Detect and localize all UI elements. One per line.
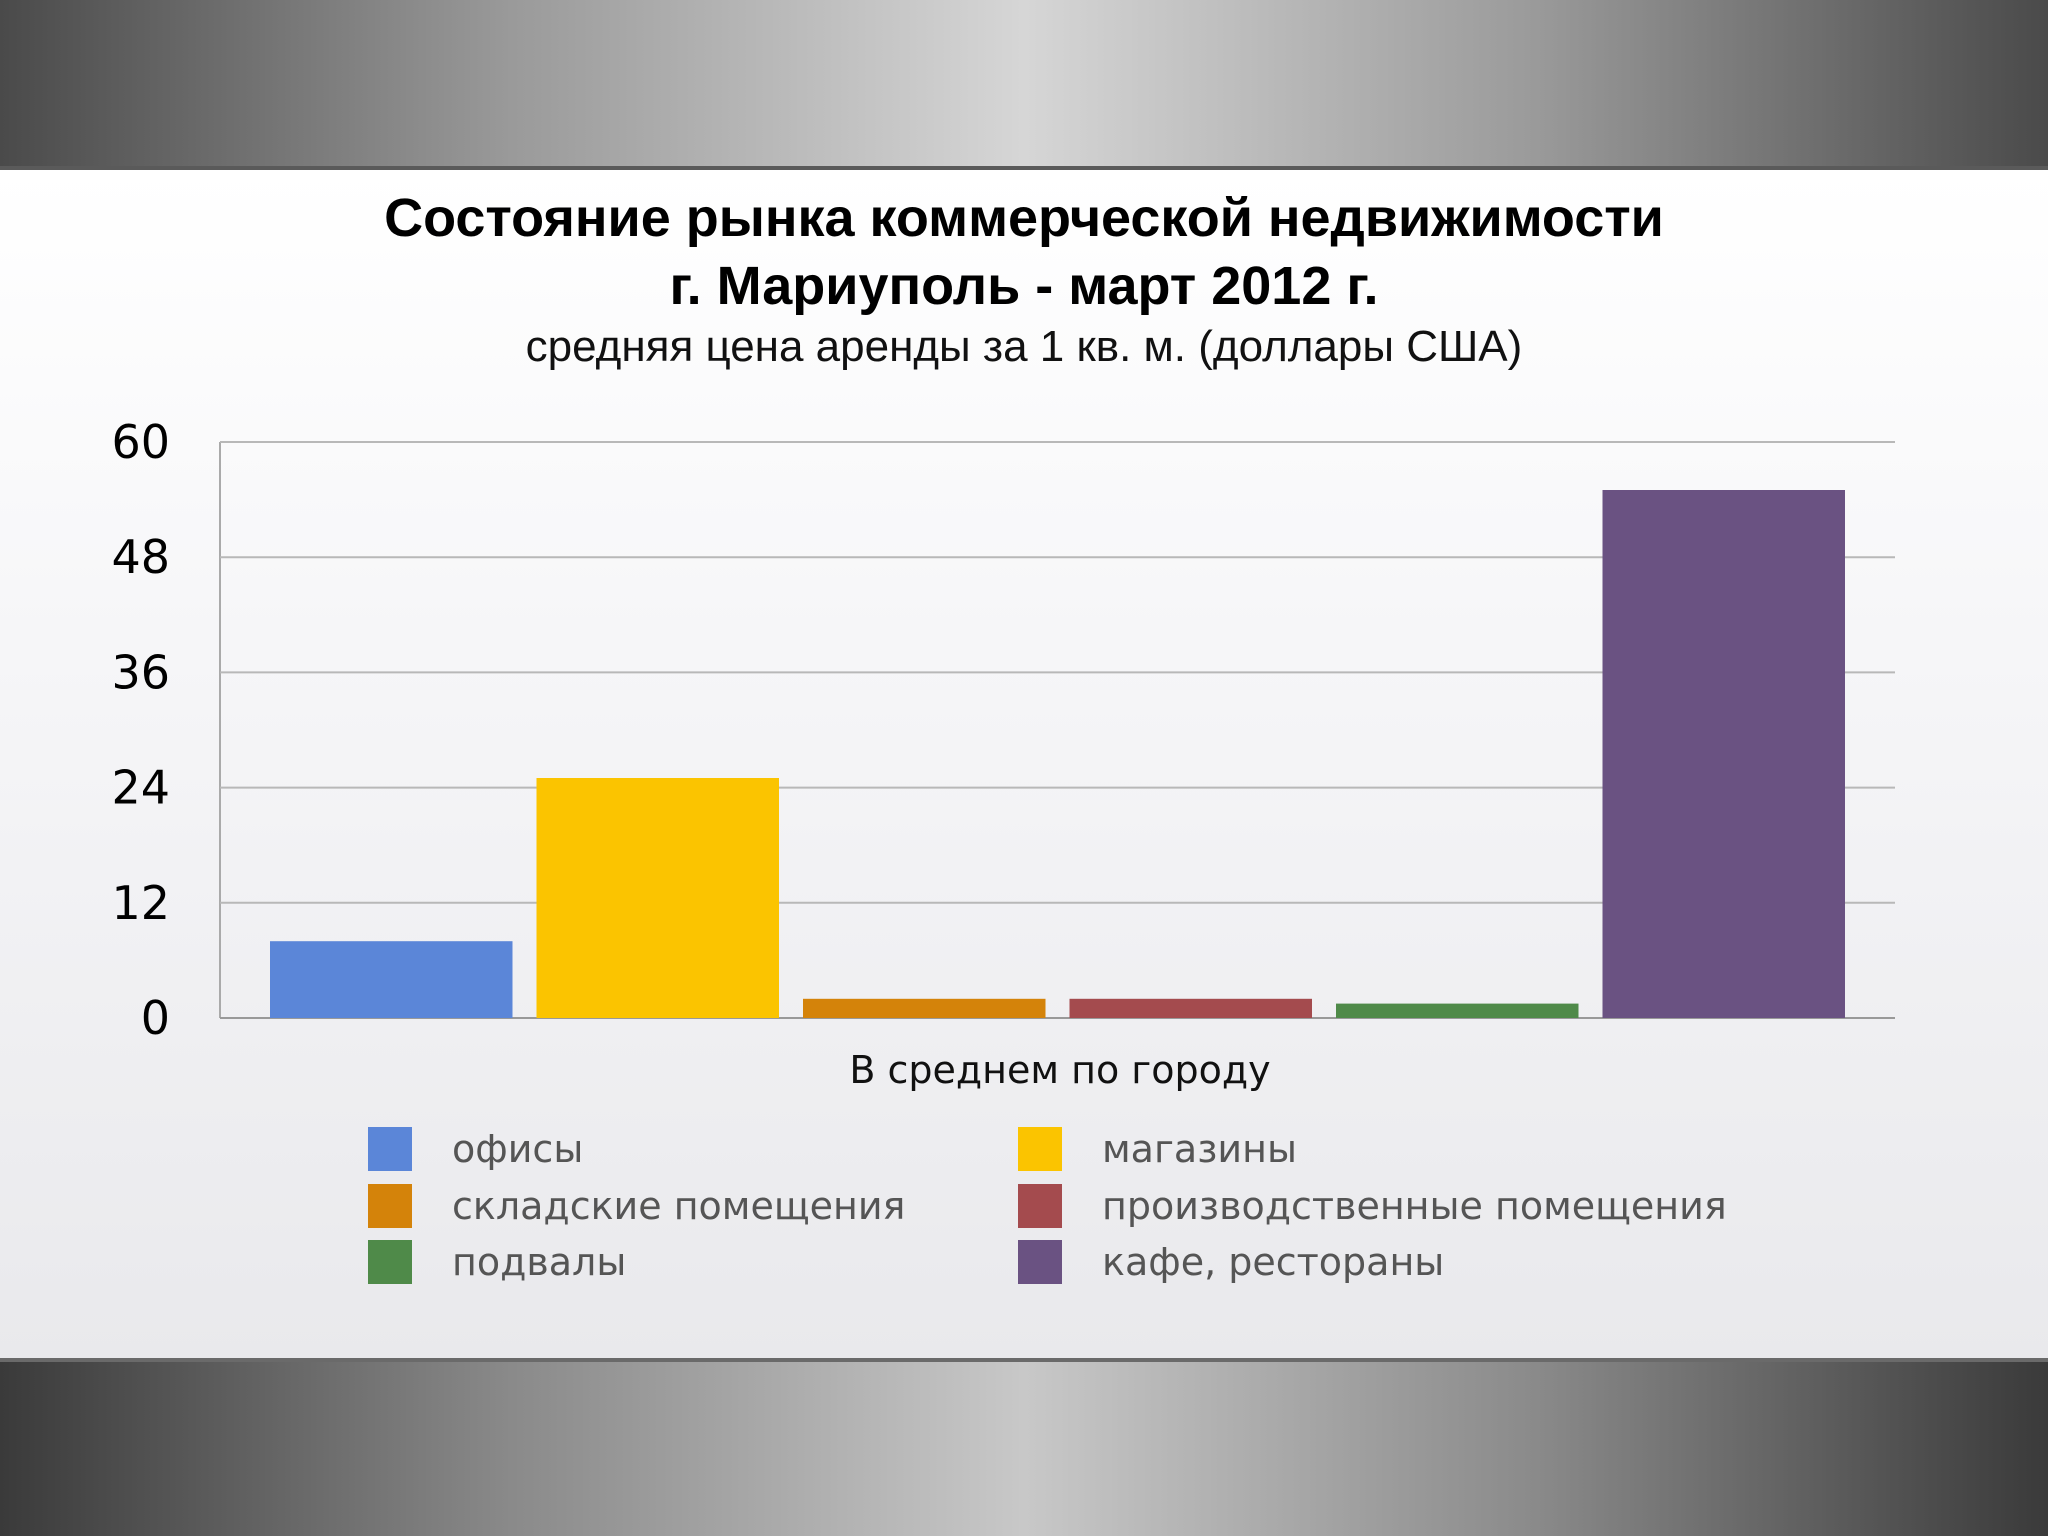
legend-swatch <box>368 1127 412 1171</box>
y-tick-labels: 0 12 24 36 48 60 <box>111 415 170 1045</box>
y-tick-label: 36 <box>111 645 170 699</box>
legend-label: производственные помещения <box>1102 1184 1727 1228</box>
legend-swatch <box>368 1184 412 1228</box>
bar-4 <box>1336 1003 1579 1018</box>
bar-5 <box>1602 490 1845 1018</box>
legend-item: подвалы <box>368 1238 626 1286</box>
bar-1 <box>536 778 779 1018</box>
bar-0 <box>270 941 513 1018</box>
y-tick-label: 12 <box>111 876 170 930</box>
legend-item: складские помещения <box>368 1182 905 1230</box>
legend-item: производственные помещения <box>1018 1182 1727 1230</box>
legend-label: офисы <box>452 1127 584 1171</box>
y-tick-label: 48 <box>111 530 170 584</box>
legend-swatch <box>1018 1240 1062 1284</box>
bars-layer <box>270 490 1845 1018</box>
legend-item: магазины <box>1018 1125 1297 1173</box>
legend-label: складские помещения <box>452 1184 906 1228</box>
y-tick-label: 24 <box>111 761 170 815</box>
top-decorative-band <box>0 0 2048 170</box>
legend-swatch <box>1018 1184 1062 1228</box>
chart-title-line1: Состояние рынка коммерческой недвижимост… <box>384 188 1664 248</box>
legend-item: кафе, рестораны <box>1018 1238 1444 1286</box>
y-tick-label: 60 <box>111 415 170 469</box>
bar-2 <box>803 998 1046 1018</box>
legend-label: подвалы <box>452 1240 627 1284</box>
bar-3 <box>1069 998 1312 1018</box>
y-tick-label: 0 <box>141 991 170 1045</box>
x-axis-label: В среднем по городу <box>849 1048 1271 1092</box>
legend-label: магазины <box>1102 1127 1297 1171</box>
legend-label: кафе, рестораны <box>1102 1240 1445 1284</box>
legend-swatch <box>1018 1127 1062 1171</box>
chart-title-line2: г. Мариуполь - март 2012 г. <box>669 256 1379 316</box>
bottom-decorative-band <box>0 1358 2048 1536</box>
chart-subtitle: средняя цена аренды за 1 кв. м. (доллары… <box>525 322 1523 371</box>
legend-swatch <box>368 1240 412 1284</box>
legend-item: офисы <box>368 1125 583 1173</box>
